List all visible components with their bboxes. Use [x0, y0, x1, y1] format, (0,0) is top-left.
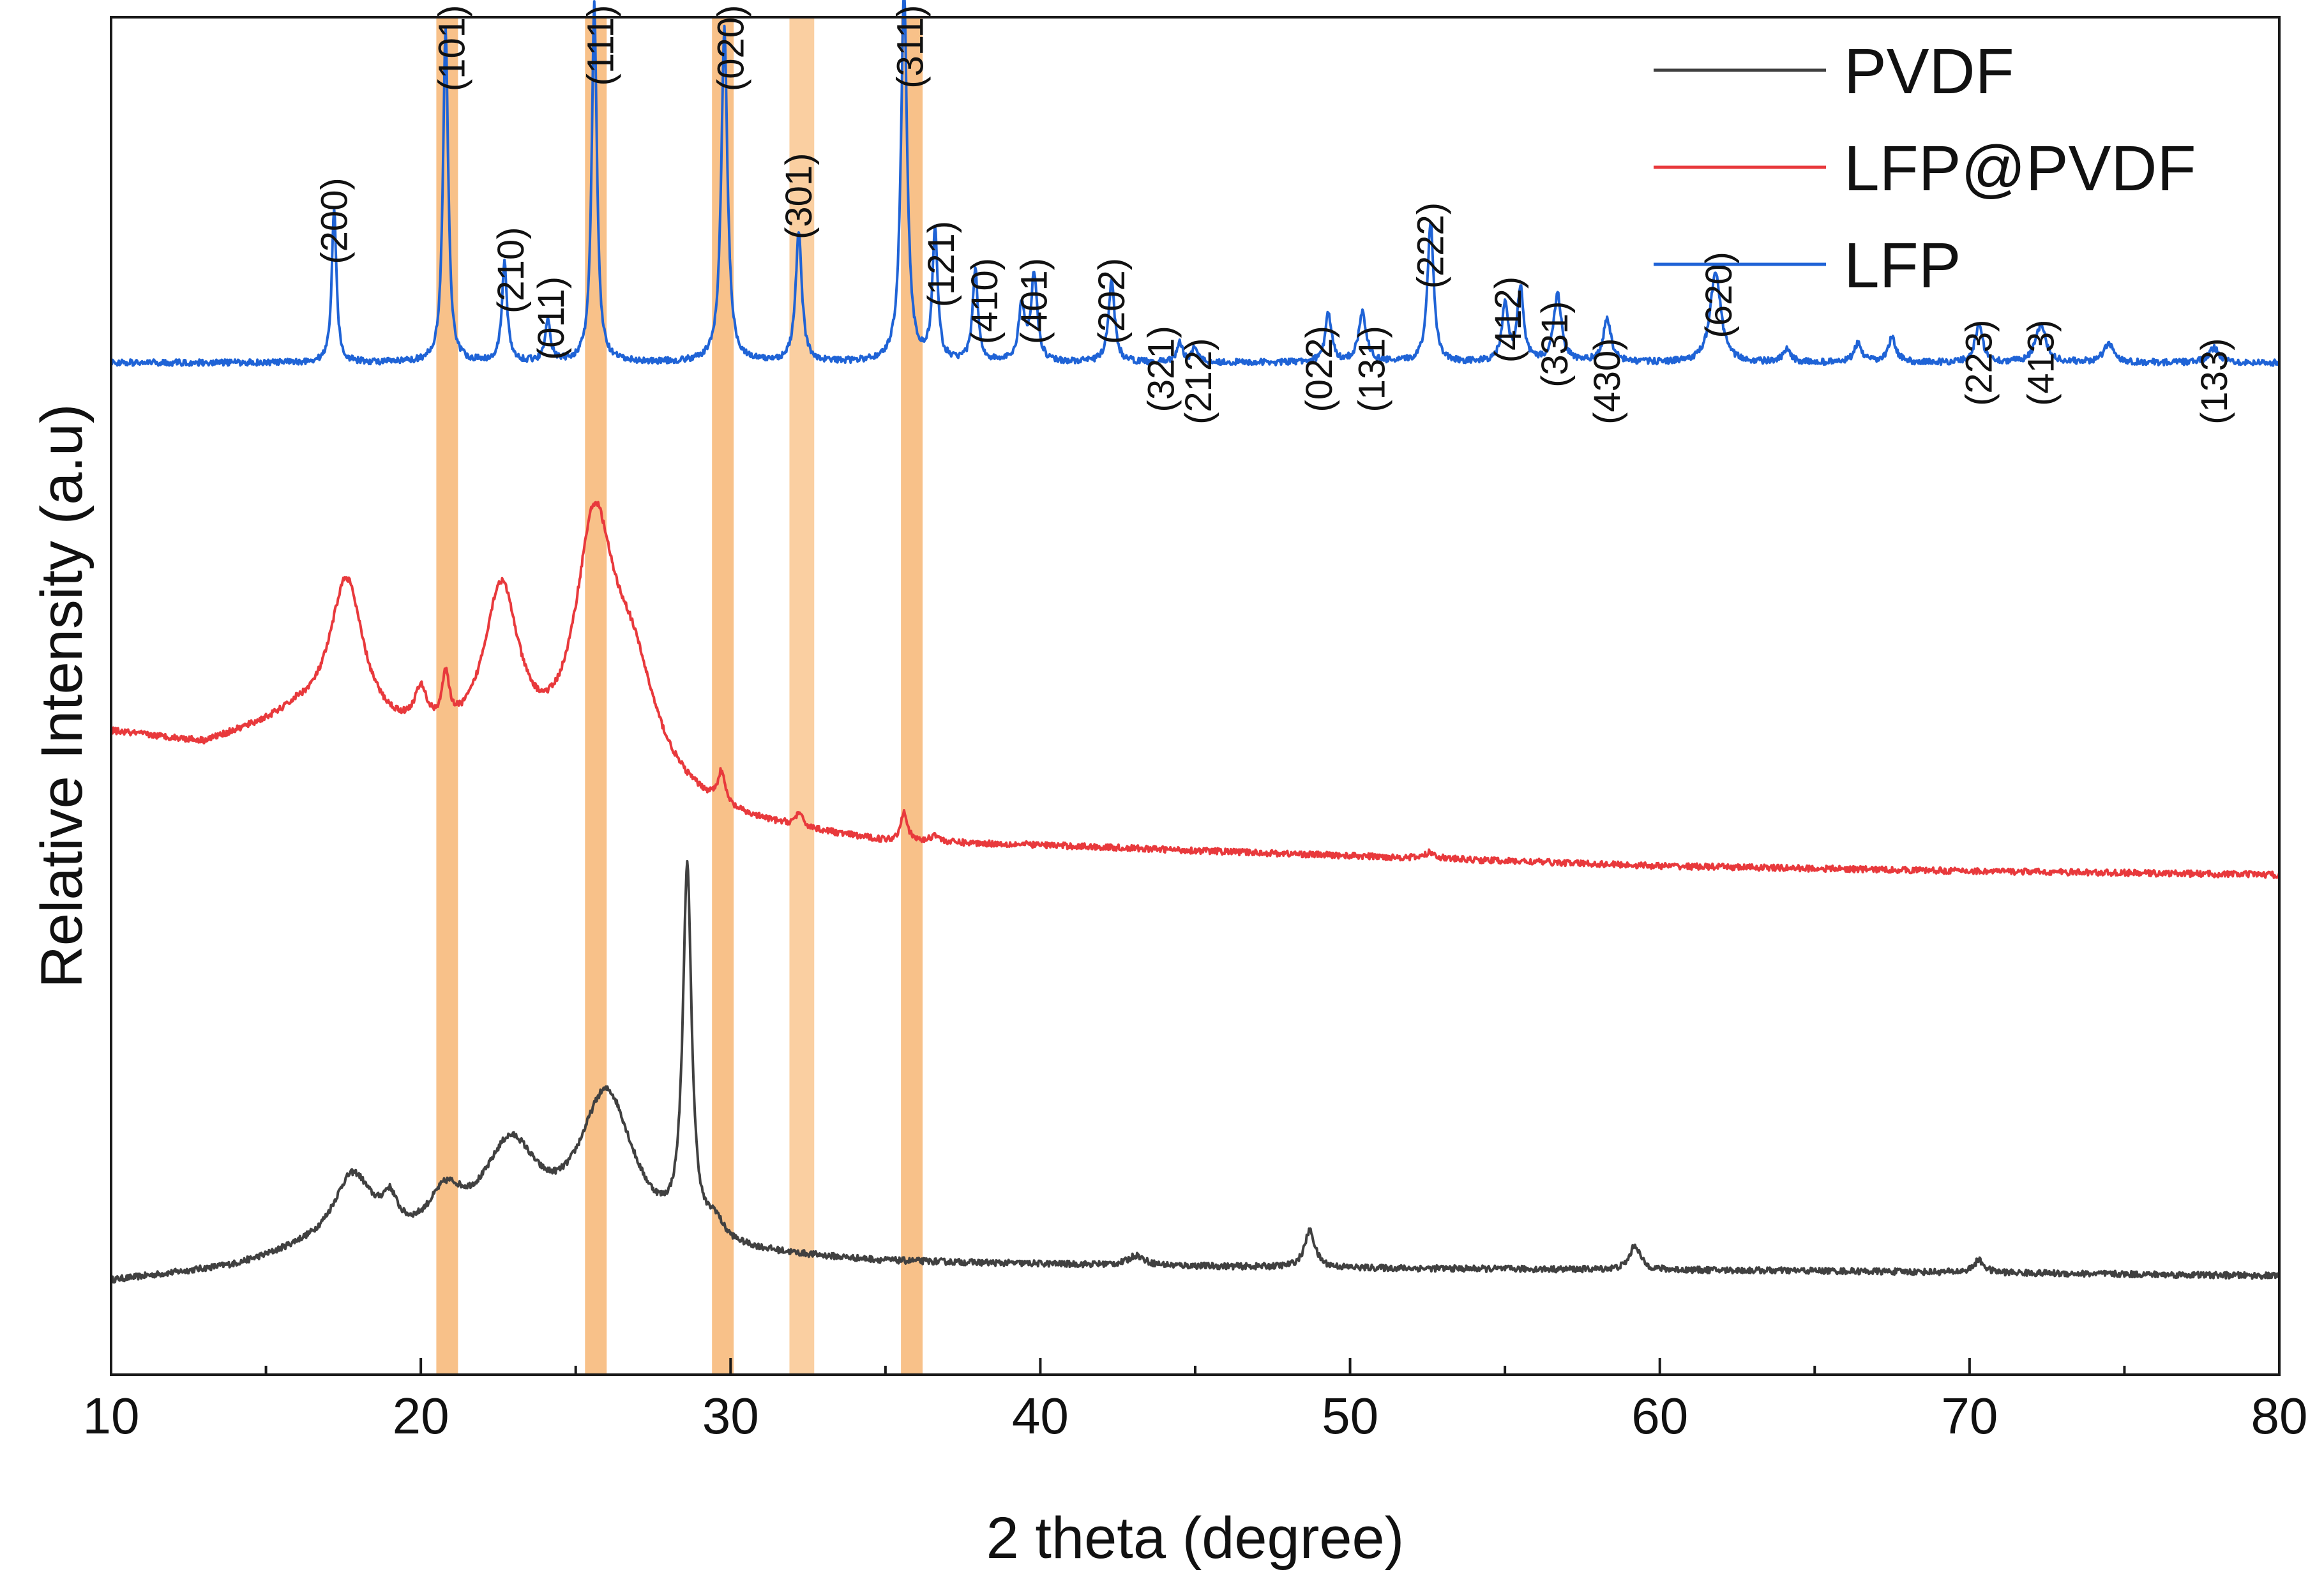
- peak-label: (133): [2194, 338, 2235, 425]
- series-line-lfp-pvdf: [110, 501, 2281, 879]
- peak-label: (413): [2020, 320, 2062, 406]
- series-line-pvdf: [110, 859, 2281, 1284]
- legend-label: LFP@PVDF: [1844, 133, 2196, 204]
- peak-label: (331): [1534, 301, 1576, 388]
- x-tick-label: 10: [83, 1387, 140, 1444]
- series-layer: [110, 0, 2281, 1284]
- x-ticks: 10 20 30 40 50 60 70 80: [83, 1358, 2308, 1444]
- peak-label: (210): [490, 227, 532, 314]
- peak-label: (222): [1410, 202, 1452, 289]
- peak-label: (200): [313, 178, 355, 264]
- peak-label: (223): [1958, 320, 2000, 406]
- peak-label: (301): [778, 153, 820, 239]
- peak-label: (311): [890, 5, 932, 89]
- peak-label: (212): [1178, 338, 1219, 425]
- y-axis-title: Relative Intensity (a.u): [29, 404, 94, 988]
- series-line-lfp: [110, 0, 2281, 367]
- highlight-bands: [436, 17, 923, 1375]
- x-tick-label: 50: [1322, 1387, 1378, 1444]
- peak-label: (412): [1488, 276, 1529, 363]
- legend: PVDF LFP@PVDF LFP: [1654, 36, 2196, 301]
- peak-label: (202): [1091, 258, 1133, 344]
- x-tick-label: 80: [2251, 1387, 2308, 1444]
- x-tick-label: 60: [1631, 1387, 1688, 1444]
- highlight-band-1: [585, 17, 607, 1375]
- peak-label: (131): [1352, 326, 1393, 412]
- peak-label: (401): [1014, 258, 1055, 344]
- highlight-band-2: [712, 17, 734, 1375]
- legend-label: LFP: [1844, 230, 1961, 301]
- x-tick-label: 20: [393, 1387, 449, 1444]
- peak-label: (121): [921, 221, 962, 307]
- peak-annotations: (200)(101)(210)(011)(111) (020)(301)(311)…: [313, 5, 2235, 425]
- x-tick-label: 40: [1012, 1387, 1069, 1444]
- x-tick-label: 30: [702, 1387, 759, 1444]
- peak-label: (410): [964, 258, 1006, 344]
- legend-label: PVDF: [1844, 36, 2014, 107]
- peak-label: (020): [710, 5, 751, 91]
- x-axis-title: 2 theta (degree): [986, 1506, 1405, 1571]
- highlight-band-3: [789, 17, 815, 1375]
- peak-label: (620): [1698, 252, 1740, 338]
- highlight-band-4: [901, 17, 923, 1375]
- peak-label: (430): [1587, 338, 1628, 425]
- peak-label: (101): [432, 5, 473, 91]
- peak-label: (022): [1299, 326, 1340, 412]
- peak-label: (011): [531, 276, 572, 360]
- peak-label: (321): [1141, 326, 1182, 412]
- x-tick-label: 70: [1941, 1387, 1998, 1444]
